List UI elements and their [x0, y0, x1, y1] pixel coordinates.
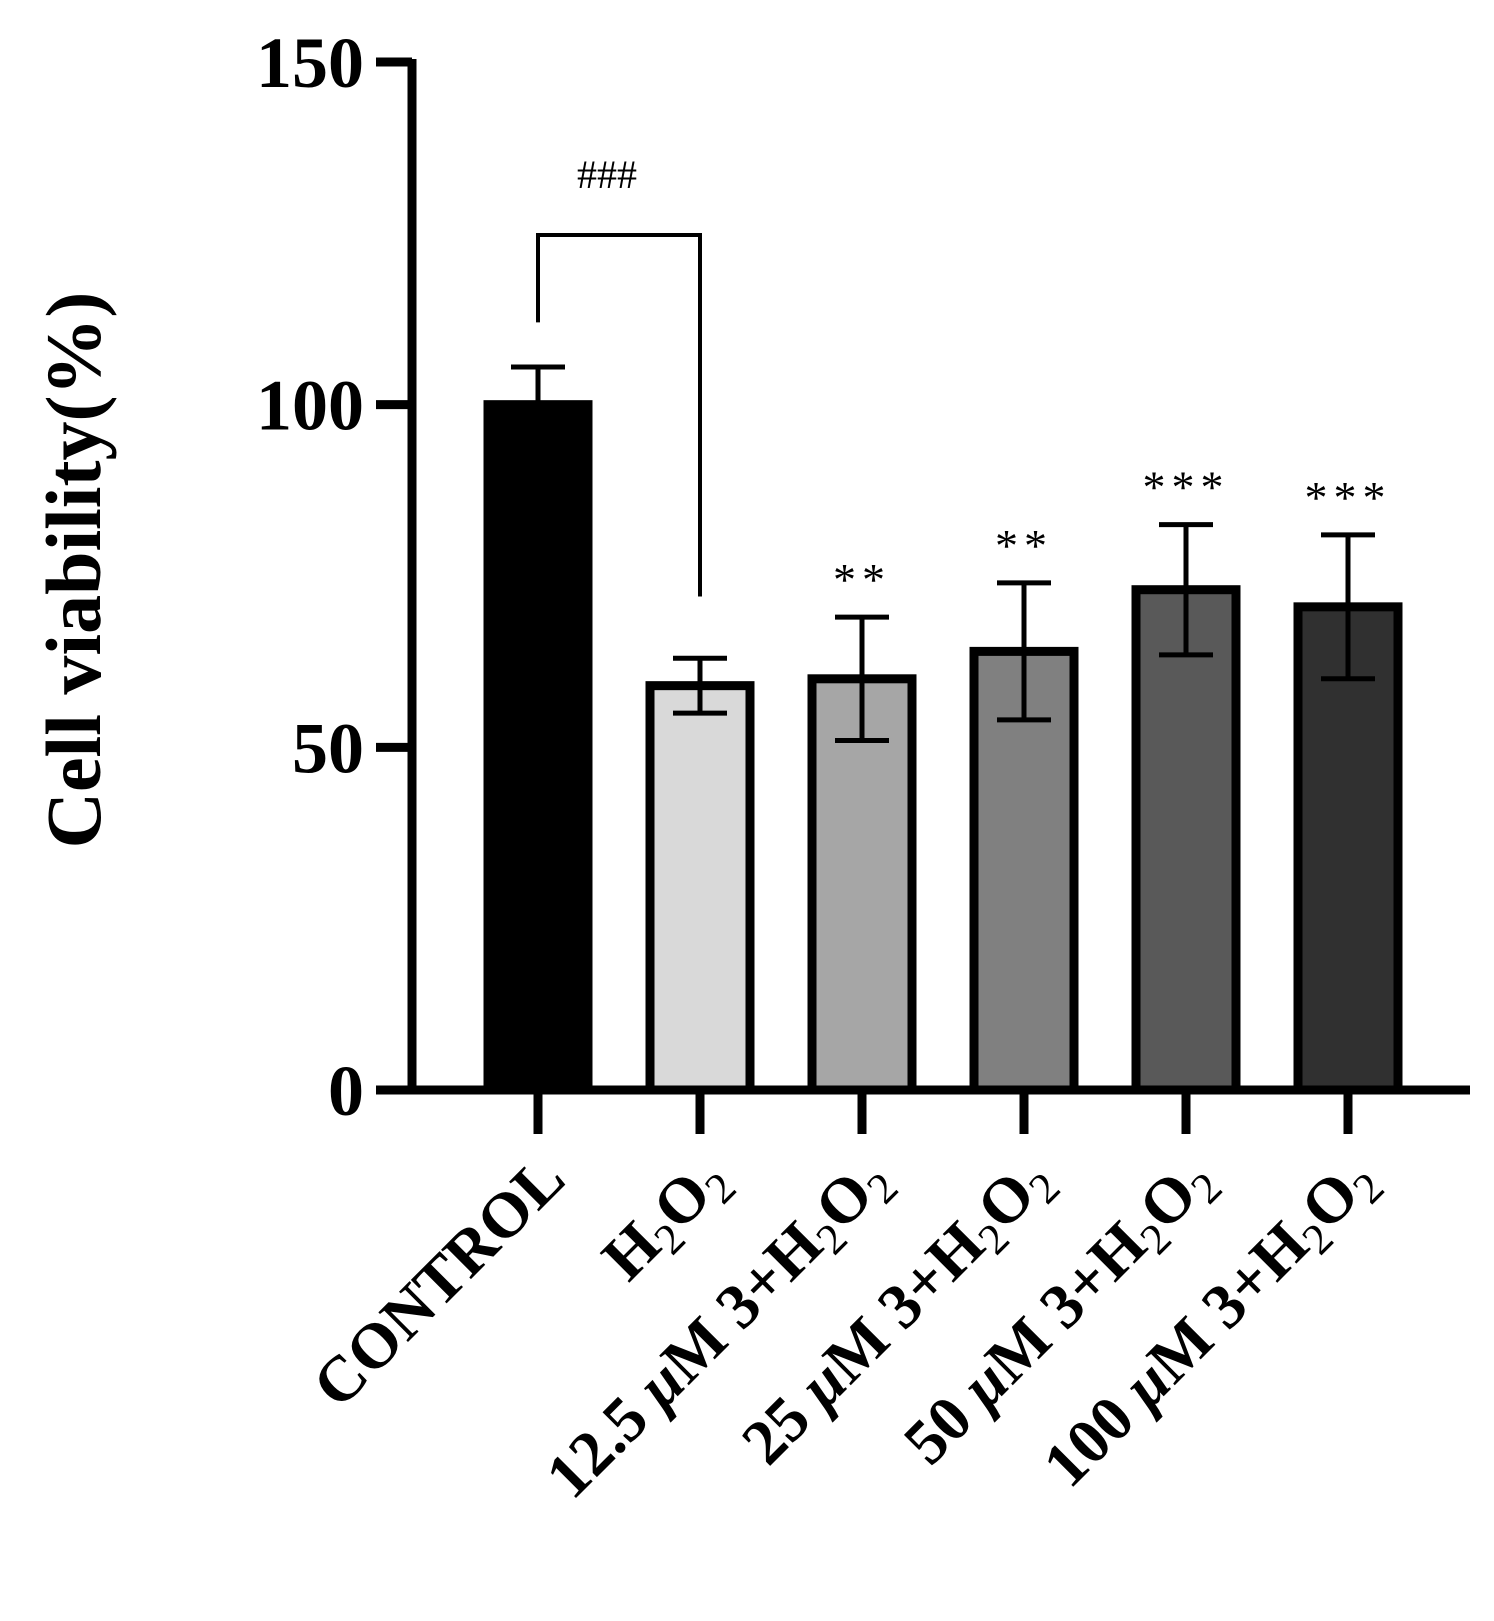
bracket-line [536, 233, 702, 597]
error-bar [1159, 522, 1213, 658]
significance-label: *** [1143, 462, 1230, 513]
comparison-label: ### [577, 152, 637, 197]
bar [807, 674, 917, 1095]
error-bar [835, 614, 889, 743]
bar [1131, 585, 1241, 1095]
bar [645, 681, 755, 1095]
error-bar [997, 580, 1051, 723]
y-tick-label: 50 [292, 708, 364, 788]
error-bar [1321, 532, 1375, 682]
y-tick-label: 150 [256, 23, 364, 103]
comparison-bracket: ### [536, 152, 702, 597]
significance-markers: ******* *** [833, 462, 1392, 606]
y-axis-label: Cell viability(%) [30, 292, 117, 849]
bars [483, 400, 1403, 1134]
x-tick-label: CONTROL [299, 1142, 578, 1421]
significance-label: ** [995, 520, 1053, 571]
error-bars [511, 364, 1375, 743]
error-bar [511, 364, 565, 445]
significance-label: ** [833, 554, 891, 605]
bar [1293, 602, 1403, 1095]
bar [483, 400, 593, 1095]
y-tick-label: 0 [328, 1051, 364, 1131]
significance-label: *** [1305, 472, 1392, 523]
y-ticks: 0 50 100 150 [256, 23, 412, 1131]
error-bar [673, 655, 727, 716]
y-tick-label: 100 [256, 366, 364, 446]
